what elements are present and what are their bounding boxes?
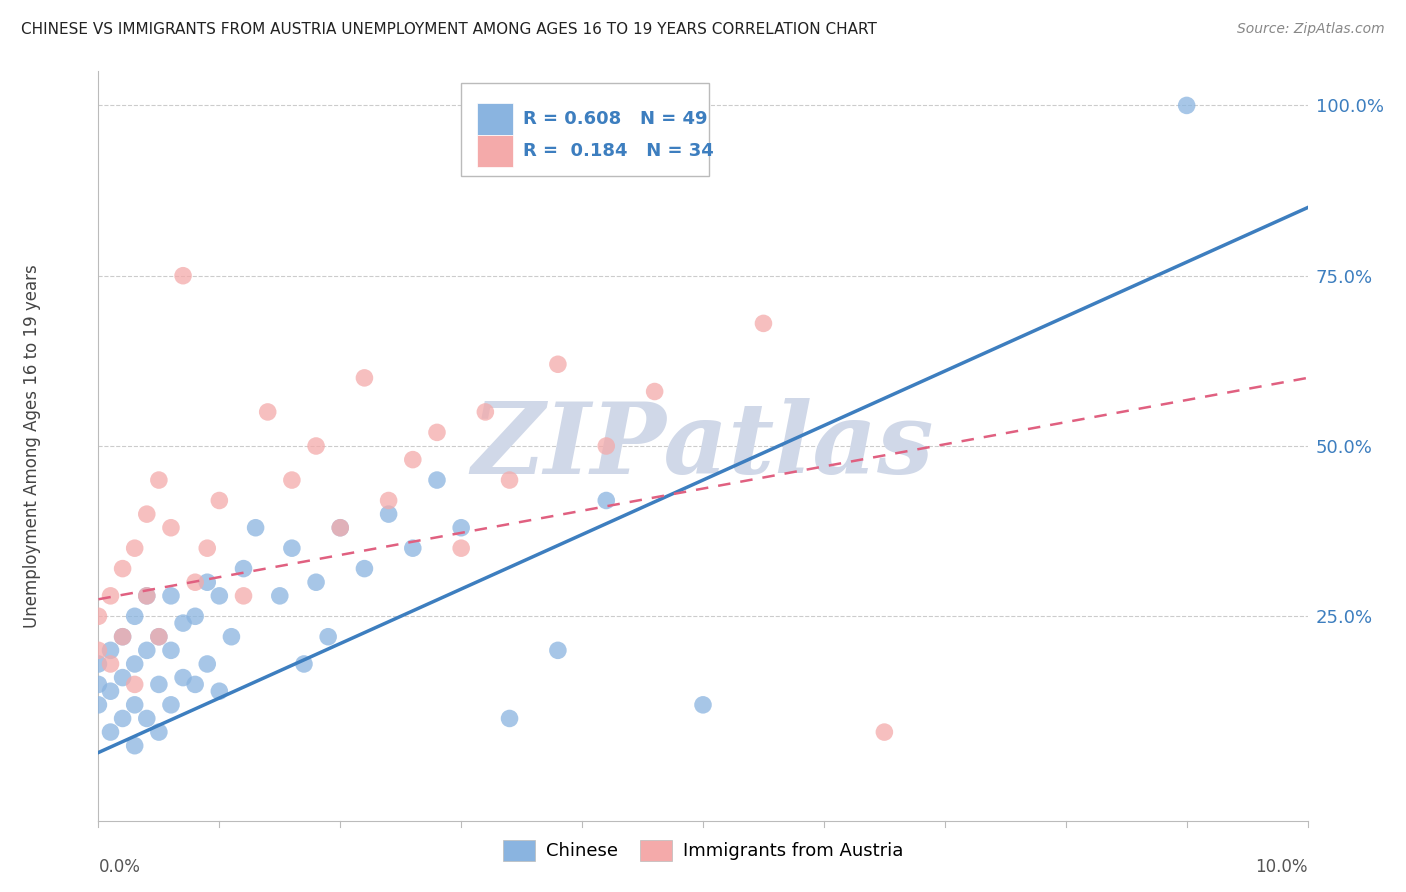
Point — [111, 671, 134, 685]
Legend: Chinese, Immigrants from Austria: Chinese, Immigrants from Austria — [495, 832, 911, 868]
Point — [232, 589, 254, 603]
FancyBboxPatch shape — [477, 136, 513, 167]
Point — [148, 725, 170, 739]
Point — [124, 657, 146, 671]
Point — [87, 643, 110, 657]
Point — [426, 473, 449, 487]
Point — [644, 384, 666, 399]
Point — [160, 589, 183, 603]
Point — [135, 507, 157, 521]
Point — [135, 589, 157, 603]
Point — [498, 473, 520, 487]
Point — [124, 541, 146, 556]
Point — [402, 452, 425, 467]
Text: R =  0.184   N = 34: R = 0.184 N = 34 — [523, 142, 714, 160]
Point — [100, 643, 122, 657]
Point — [172, 671, 194, 685]
Point — [87, 677, 110, 691]
Text: 0.0%: 0.0% — [98, 858, 141, 876]
Point — [873, 725, 896, 739]
Text: CHINESE VS IMMIGRANTS FROM AUSTRIA UNEMPLOYMENT AMONG AGES 16 TO 19 YEARS CORREL: CHINESE VS IMMIGRANTS FROM AUSTRIA UNEMP… — [21, 22, 877, 37]
Point — [87, 698, 110, 712]
Text: 10.0%: 10.0% — [1256, 858, 1308, 876]
Point — [353, 371, 375, 385]
Point — [160, 643, 183, 657]
Point — [135, 589, 157, 603]
Point — [111, 711, 134, 725]
Point — [292, 657, 315, 671]
Text: ZIPatlas: ZIPatlas — [472, 398, 934, 494]
Point — [595, 439, 617, 453]
Point — [195, 657, 218, 671]
Point — [111, 630, 134, 644]
Point — [269, 589, 291, 603]
Point — [208, 493, 231, 508]
Point — [305, 439, 328, 453]
Point — [100, 657, 122, 671]
Point — [148, 473, 170, 487]
Point — [87, 609, 110, 624]
Point — [595, 493, 617, 508]
Point — [245, 521, 267, 535]
Point — [377, 493, 399, 508]
Point — [148, 677, 170, 691]
Point — [100, 684, 122, 698]
Point — [377, 507, 399, 521]
Point — [124, 609, 146, 624]
Point — [184, 677, 207, 691]
Point — [329, 521, 352, 535]
Point — [124, 698, 146, 712]
Text: R = 0.608   N = 49: R = 0.608 N = 49 — [523, 110, 707, 128]
Point — [135, 711, 157, 725]
Point — [498, 711, 520, 725]
Point — [172, 616, 194, 631]
Point — [232, 561, 254, 575]
Point — [208, 589, 231, 603]
Point — [100, 725, 122, 739]
Point — [160, 698, 183, 712]
Point — [316, 630, 339, 644]
Point — [281, 541, 304, 556]
Point — [474, 405, 496, 419]
Point — [305, 575, 328, 590]
Point — [111, 561, 134, 575]
Point — [87, 657, 110, 671]
Point — [1175, 98, 1198, 112]
Point — [195, 541, 218, 556]
Point — [353, 561, 375, 575]
Point — [184, 609, 207, 624]
Text: Unemployment Among Ages 16 to 19 years: Unemployment Among Ages 16 to 19 years — [22, 264, 41, 628]
Point — [160, 521, 183, 535]
Point — [692, 698, 714, 712]
Point — [450, 541, 472, 556]
Point — [135, 643, 157, 657]
Point — [221, 630, 243, 644]
Point — [752, 317, 775, 331]
Point — [124, 677, 146, 691]
Point — [184, 575, 207, 590]
Point — [172, 268, 194, 283]
Point — [547, 357, 569, 371]
Point — [208, 684, 231, 698]
Point — [111, 630, 134, 644]
Point — [547, 643, 569, 657]
Point — [148, 630, 170, 644]
Point — [195, 575, 218, 590]
Point — [426, 425, 449, 440]
FancyBboxPatch shape — [477, 103, 513, 135]
Text: Source: ZipAtlas.com: Source: ZipAtlas.com — [1237, 22, 1385, 37]
Point — [450, 521, 472, 535]
Point — [256, 405, 278, 419]
Point — [124, 739, 146, 753]
Point — [148, 630, 170, 644]
Point — [402, 541, 425, 556]
FancyBboxPatch shape — [461, 83, 709, 177]
Point — [281, 473, 304, 487]
Point — [100, 589, 122, 603]
Point — [329, 521, 352, 535]
